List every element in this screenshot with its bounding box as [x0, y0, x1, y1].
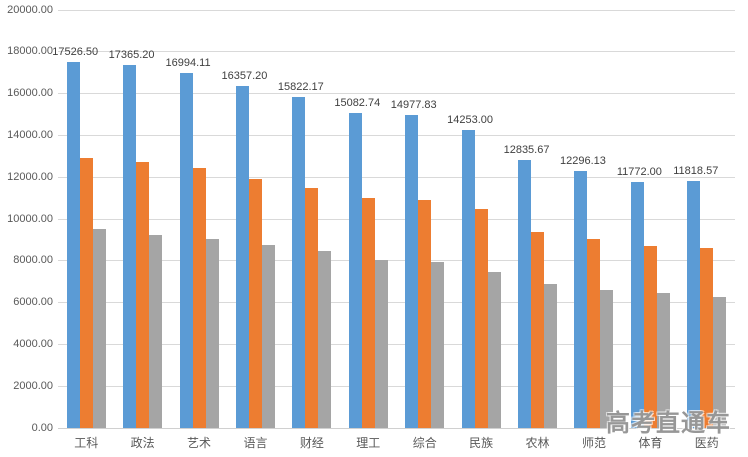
gridline	[58, 302, 735, 304]
gridline	[58, 343, 735, 345]
x-axis-category-label: 医药	[694, 436, 719, 450]
data-label: 11818.57	[673, 165, 719, 177]
bar-series-blue	[630, 181, 644, 428]
bar-series-gray	[374, 259, 388, 428]
bar-series-blue	[235, 86, 249, 428]
bar-group: 16357.20	[222, 10, 283, 428]
bar-group: 14253.00	[447, 10, 509, 428]
bar-group: 14977.83	[391, 10, 453, 428]
y-axis-tick-label: 2000.00	[13, 379, 53, 392]
bar-series-blue	[687, 181, 701, 428]
bar-series-blue	[292, 97, 306, 428]
x-axis-category-label: 语言	[243, 436, 268, 450]
bar-series-orange	[79, 158, 93, 428]
gridline	[58, 385, 735, 387]
data-label: 15082.74	[334, 96, 381, 109]
bar-group: 12835.67	[504, 10, 565, 428]
y-axis-tick-label: 10000.00	[7, 212, 53, 225]
bar-group: 12296.13	[560, 10, 622, 428]
data-label: 12296.13	[560, 155, 606, 168]
bar-series-gray	[600, 290, 614, 428]
bar-series-orange	[587, 238, 601, 428]
y-axis-tick-label: 16000.00	[7, 87, 53, 100]
bar-series-orange	[305, 187, 319, 428]
bar-series-gray	[318, 251, 332, 428]
bar-group: 15822.17	[278, 10, 340, 428]
bar-series-blue	[348, 112, 362, 428]
gridline	[58, 218, 735, 220]
bar-series-blue	[66, 61, 80, 428]
x-axis-category-label: 政法	[130, 436, 155, 450]
gridline	[58, 176, 735, 178]
bar-series-gray	[149, 234, 163, 428]
bar-series-blue	[461, 130, 475, 428]
y-axis-tick-label: 14000.00	[7, 128, 53, 141]
bar-series-orange	[531, 231, 545, 428]
y-axis-tick-label: 4000.00	[13, 337, 53, 350]
gridline	[58, 51, 735, 53]
bar-series-gray	[713, 297, 727, 428]
bar-series-orange	[136, 161, 150, 428]
y-axis-tick-label: 8000.00	[13, 254, 53, 267]
x-axis-category-label: 师范	[581, 436, 606, 450]
data-label: 17526.50	[52, 45, 99, 58]
data-label: 14253.00	[447, 114, 494, 127]
bar-series-gray	[205, 238, 219, 428]
bar-series-gray	[487, 272, 501, 428]
bar-series-gray	[656, 293, 670, 428]
bar-group: 11818.57	[673, 10, 735, 428]
bar-series-blue	[518, 159, 532, 428]
x-axis-line	[58, 427, 735, 429]
x-axis-category-label: 艺术	[187, 436, 212, 450]
gridline	[58, 134, 735, 136]
bar-group: 16994.11	[165, 10, 227, 428]
y-axis-tick-label: 18000.00	[7, 45, 53, 58]
gridline	[58, 260, 735, 262]
bar-group: 17365.20	[109, 10, 170, 428]
y-axis-tick-label: 12000.00	[7, 170, 53, 183]
gridline	[58, 93, 735, 95]
bar-series-orange	[700, 248, 714, 428]
y-axis-tick-label: 0.00	[31, 421, 53, 434]
watermark: 高考直通车	[606, 410, 731, 437]
bar-series-gray	[431, 261, 445, 428]
bar-series-blue	[574, 171, 588, 428]
bar-series-blue	[405, 114, 419, 428]
bar-series-gray	[261, 245, 275, 428]
bar-series-orange	[361, 198, 375, 428]
x-axis-category-label: 理工	[356, 436, 381, 450]
bar-series-orange	[248, 179, 262, 428]
data-label: 12835.67	[503, 143, 550, 156]
bar-group: 17526.50	[52, 10, 114, 428]
bar-group: 15082.74	[334, 10, 396, 428]
gridline	[58, 9, 735, 11]
bar-series-orange	[474, 208, 488, 428]
x-axis-category-label: 工科	[74, 436, 99, 450]
y-axis-tick-label: 6000.00	[13, 296, 53, 309]
bar-series-gray	[92, 229, 106, 428]
data-label: 11772.00	[616, 165, 662, 178]
x-axis-category-label: 财经	[299, 436, 324, 450]
data-label: 17365.20	[108, 49, 155, 62]
x-axis-category-label: 农林	[525, 436, 550, 450]
x-axis-category-label: 综合	[412, 436, 437, 450]
x-axis-category-label: 体育	[638, 436, 663, 450]
data-label: 14977.83	[390, 98, 437, 111]
bar-series-gray	[544, 283, 558, 428]
data-label: 16994.11	[165, 56, 211, 69]
bar-group: 11772.00	[617, 10, 678, 428]
data-label: 15822.17	[277, 81, 324, 94]
bar-series-orange	[192, 167, 206, 428]
data-label: 16357.20	[221, 70, 268, 83]
bar-series-blue	[123, 65, 137, 428]
bar-series-orange	[643, 246, 657, 428]
bar-series-blue	[179, 72, 193, 428]
bar-series-orange	[418, 200, 432, 428]
y-axis-tick-label: 20000.00	[7, 3, 53, 16]
x-axis-category-label: 民族	[469, 436, 494, 450]
